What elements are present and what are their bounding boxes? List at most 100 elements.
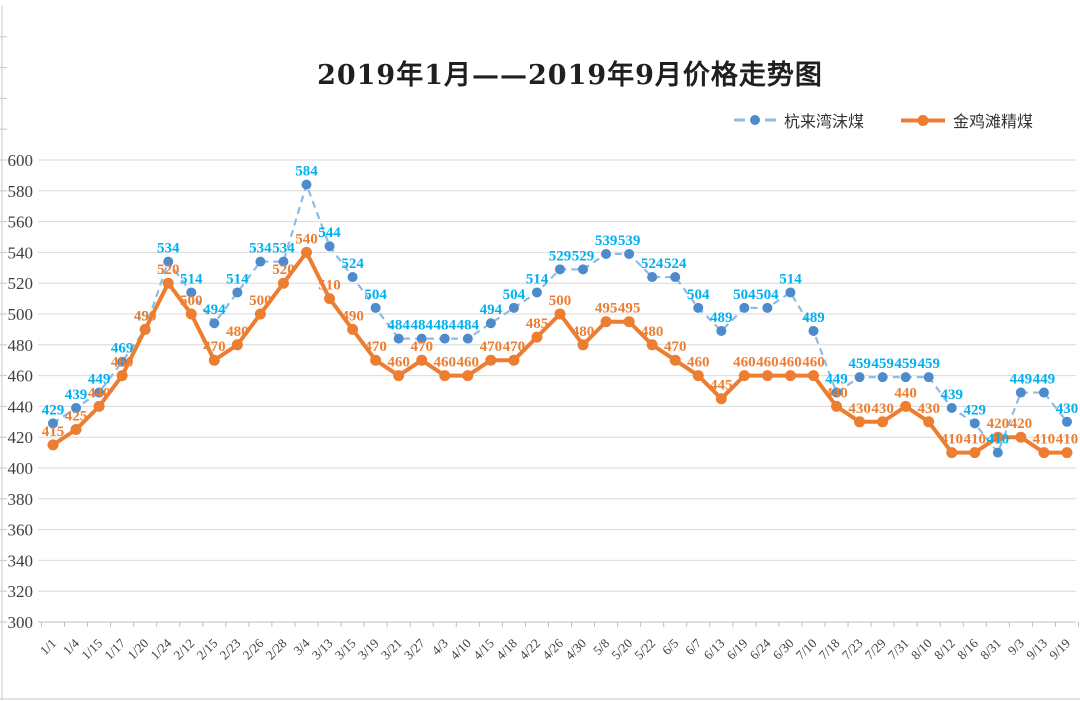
data-label: 480 — [641, 324, 664, 340]
data-point — [416, 354, 428, 366]
data-label: 460 — [779, 355, 802, 371]
x-tick-label: 3/13 — [309, 636, 336, 663]
data-point — [601, 248, 612, 259]
x-tick-label: 3/21 — [378, 636, 405, 663]
data-point — [647, 272, 658, 283]
data-point — [94, 387, 105, 398]
data-point — [255, 256, 266, 267]
x-tick-label: 9/13 — [1023, 636, 1050, 663]
data-point — [324, 241, 335, 252]
data-label: 459 — [894, 356, 917, 372]
data-label: 459 — [917, 356, 940, 372]
data-label: 540 — [295, 231, 318, 247]
x-tick-label: 8/31 — [977, 636, 1004, 663]
data-label: 484 — [457, 318, 480, 334]
data-point — [393, 370, 405, 382]
data-label: 534 — [249, 241, 272, 257]
data-point — [624, 248, 635, 259]
data-point — [716, 325, 727, 336]
data-label: 489 — [802, 310, 825, 326]
x-tick-label: 1/17 — [101, 635, 128, 662]
x-tick-label: 9/3 — [1005, 636, 1027, 658]
legend-item-hanglaiwan: 杭来湾沫煤 — [733, 108, 864, 132]
x-tick-label: 6/5 — [659, 636, 681, 658]
y-tick-label: 400 — [8, 459, 34, 478]
data-label: 470 — [503, 339, 526, 355]
y-tick-label: 360 — [8, 521, 34, 540]
data-label: 504 — [756, 287, 779, 303]
data-point — [554, 308, 566, 320]
data-point — [969, 447, 981, 459]
data-label: 440 — [88, 385, 111, 401]
data-point — [693, 302, 704, 313]
data-point — [139, 323, 151, 335]
data-point — [761, 370, 773, 382]
x-tick-label: 3/27 — [401, 635, 428, 662]
data-label: 460 — [756, 355, 779, 371]
data-label: 460 — [733, 355, 756, 371]
data-label: 440 — [894, 385, 917, 401]
data-point — [784, 370, 796, 382]
data-point — [762, 302, 773, 313]
y-tick-label: 380 — [8, 490, 34, 509]
data-label: 449 — [88, 372, 111, 388]
data-label: 514 — [226, 271, 249, 287]
y-tick-label: 300 — [8, 613, 34, 632]
y-tick-label: 600 — [8, 151, 34, 170]
x-tick-label: 3/15 — [332, 636, 359, 663]
x-tick-label: 1/24 — [147, 635, 174, 662]
data-label: 440 — [825, 385, 848, 401]
data-label: 449 — [1010, 372, 1033, 388]
data-label: 460 — [687, 355, 710, 371]
data-label: 490 — [341, 308, 364, 324]
data-point — [370, 354, 382, 366]
x-tick-label: 2/23 — [217, 636, 244, 663]
data-label: 470 — [203, 339, 226, 355]
data-label: 500 — [249, 293, 272, 309]
x-tick-label: 4/18 — [493, 636, 520, 663]
data-point — [1038, 387, 1049, 398]
data-point — [186, 287, 197, 298]
data-point — [278, 256, 289, 267]
y-tick-label: 340 — [8, 551, 34, 570]
data-point — [992, 431, 1004, 443]
data-point — [692, 370, 704, 382]
x-tick-label: 7/23 — [839, 636, 866, 663]
data-label: 415 — [42, 424, 65, 440]
y-tick-label: 320 — [8, 582, 34, 601]
data-label: 429 — [964, 402, 987, 418]
data-point — [485, 318, 496, 329]
data-point — [462, 370, 474, 382]
x-tick-label: 4/15 — [470, 636, 497, 663]
data-point — [923, 416, 935, 428]
x-tick-label: 8/10 — [908, 636, 935, 663]
data-label: 504 — [503, 287, 526, 303]
x-tick-label: 5/20 — [608, 636, 635, 663]
data-label: 430 — [917, 401, 940, 417]
data-label: 480 — [572, 324, 595, 340]
data-label: 494 — [203, 302, 226, 318]
data-label: 544 — [318, 225, 341, 241]
data-point — [439, 333, 450, 344]
data-label: 430 — [848, 401, 871, 417]
x-tick-label: 1/1 — [37, 636, 59, 658]
data-label: 529 — [572, 248, 595, 264]
data-label: 494 — [480, 302, 503, 318]
data-label: 460 — [434, 355, 457, 371]
data-label: 504 — [687, 287, 710, 303]
data-point — [646, 339, 658, 351]
data-point — [232, 287, 243, 298]
data-label: 504 — [364, 287, 387, 303]
data-point — [669, 354, 681, 366]
legend-item-jinjitan: 金鸡滩精煤 — [900, 108, 1033, 132]
data-label: 529 — [549, 248, 572, 264]
data-point — [854, 416, 866, 428]
dashed-line-marker-icon — [734, 115, 776, 125]
data-label: 460 — [111, 355, 134, 371]
y-tick-label: 560 — [8, 213, 34, 232]
data-point — [163, 256, 174, 267]
data-point — [71, 402, 82, 413]
data-label: 524 — [341, 256, 364, 272]
data-point — [347, 323, 359, 335]
data-label: 534 — [157, 241, 180, 257]
